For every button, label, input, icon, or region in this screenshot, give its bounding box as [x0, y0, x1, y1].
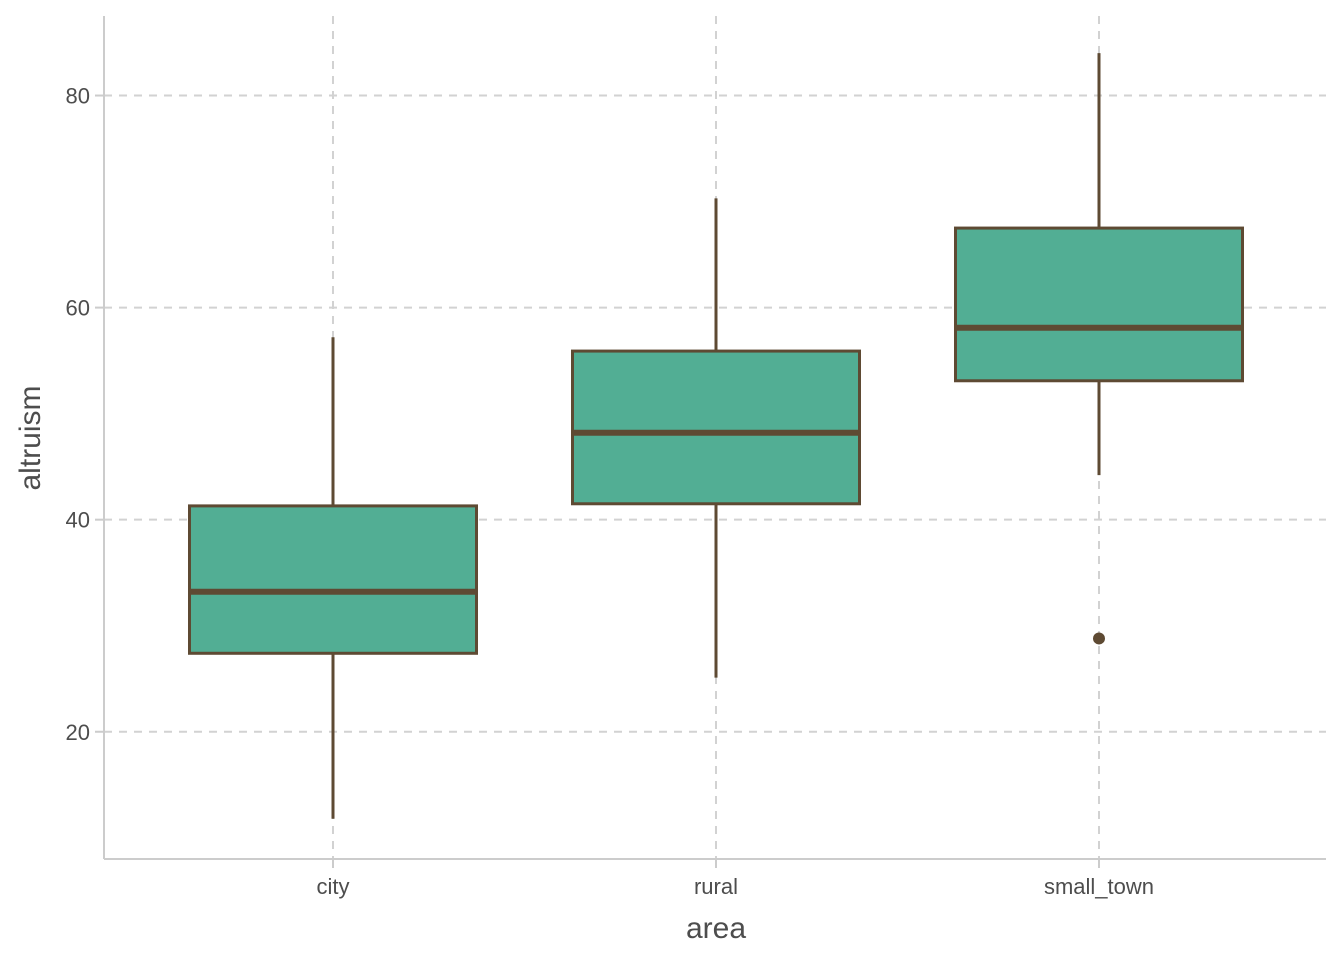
axes	[95, 16, 1326, 868]
y-axis-title: altruism	[14, 385, 47, 490]
iqr-box-city	[188, 504, 478, 655]
x-tick-label-small_town: small_town	[1044, 874, 1154, 899]
y-tick-label-60: 60	[66, 296, 90, 321]
x-tick-label-city: city	[317, 874, 350, 899]
box-small_town	[954, 53, 1244, 645]
x-axis-title: area	[686, 912, 746, 945]
y-tick-label-40: 40	[66, 508, 90, 533]
iqr-box-rural	[571, 349, 861, 506]
iqr-box-small_town	[954, 226, 1244, 383]
boxes	[188, 53, 1244, 819]
x-tick-label-rural: rural	[694, 874, 738, 899]
outlier-point-small_town-0	[1093, 632, 1105, 645]
y-tick-label-20: 20	[66, 720, 90, 745]
box-rural	[571, 198, 861, 678]
box-city	[188, 337, 478, 819]
tick-labels: 20 40 60 80 city rural small_town	[66, 84, 1155, 899]
y-tick-label-80: 80	[66, 84, 90, 109]
